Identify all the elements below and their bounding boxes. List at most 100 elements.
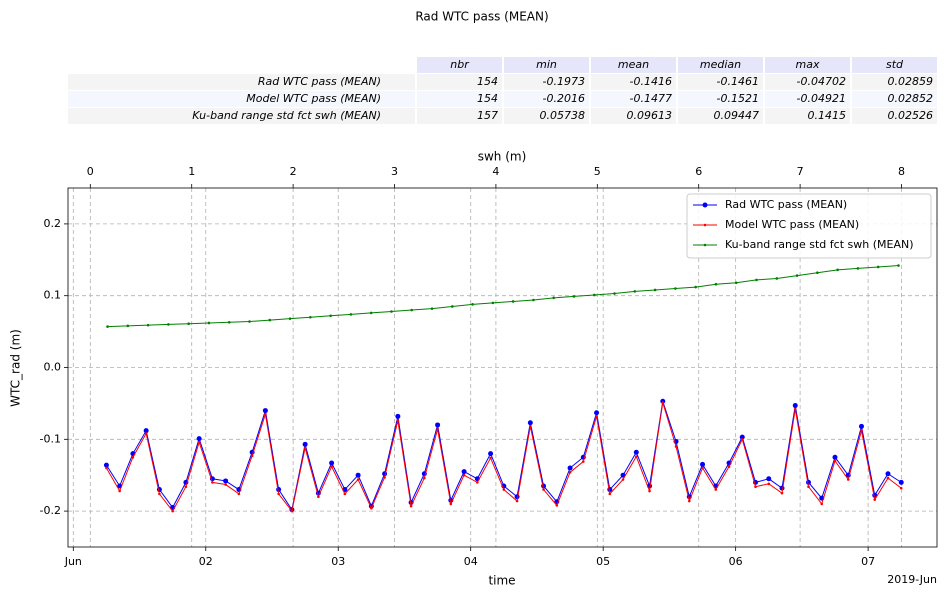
point (146, 323, 150, 327)
point (303, 446, 307, 450)
cell-value: -0.2016 (543, 92, 585, 105)
point (734, 281, 738, 285)
legend-label: Ku-band range std fct swh (MEAN) (725, 238, 914, 251)
column-header: median (700, 58, 741, 71)
point (395, 413, 401, 419)
point (820, 502, 824, 506)
point (633, 449, 639, 455)
cell (852, 91, 937, 107)
point (779, 485, 785, 491)
point (489, 456, 492, 460)
column-header: nbr (450, 58, 470, 71)
x2-tick-label: 3 (391, 165, 398, 178)
point (211, 481, 214, 484)
point (383, 476, 386, 479)
cell (678, 91, 763, 107)
point (144, 432, 148, 435)
x-tick-label: Jun (64, 555, 82, 568)
column-header: std (886, 58, 904, 71)
point (754, 485, 757, 488)
point (674, 287, 677, 290)
point (158, 492, 161, 496)
row-label: Rad WTC pass (MEAN) (258, 75, 381, 88)
cell (765, 74, 850, 90)
point (491, 301, 495, 305)
cell-value: 0.02526 (888, 109, 934, 122)
point (816, 271, 819, 275)
point (355, 472, 361, 478)
point (309, 315, 312, 319)
row-label: Ku-band range std fct swh (MEAN) (192, 109, 381, 122)
point (885, 471, 891, 477)
point (775, 277, 779, 280)
header-cell (765, 57, 850, 73)
point (105, 466, 108, 470)
row-label-cell (68, 74, 415, 90)
x-tick-label: 03 (331, 555, 345, 568)
point (330, 465, 333, 468)
x-offset-label: 2019-Jun (887, 573, 937, 586)
row-label-cell (68, 91, 415, 107)
point (613, 292, 616, 295)
cell (417, 74, 502, 90)
point (542, 488, 545, 491)
point (290, 509, 294, 513)
point (262, 408, 268, 414)
legend-label: Model WTC pass (MEAN) (725, 218, 859, 231)
point (451, 305, 454, 308)
cell (678, 108, 763, 124)
point (836, 268, 839, 272)
header-cell (678, 57, 763, 73)
legend-marker (703, 243, 707, 247)
y-tick-label: 0.2 (44, 217, 62, 230)
column-header: min (536, 58, 557, 71)
point (343, 492, 347, 496)
row-label: Model WTC pass (MEAN) (246, 92, 381, 105)
point (143, 428, 149, 434)
point (594, 410, 600, 416)
point (171, 509, 174, 513)
cell-value: 0.05738 (540, 109, 586, 122)
cell-value: 0.09447 (714, 109, 760, 122)
point (767, 482, 771, 486)
point (555, 504, 559, 507)
row-label-cell (68, 108, 415, 124)
point (886, 476, 890, 480)
y-tick-label: 0.1 (44, 289, 62, 302)
cell (417, 108, 502, 124)
point (356, 478, 360, 481)
cell-value: 0.09613 (627, 109, 673, 122)
point (106, 325, 109, 328)
point (833, 459, 837, 463)
point (435, 422, 441, 428)
cell (852, 108, 937, 124)
cell (678, 74, 763, 90)
point (687, 499, 691, 503)
point (196, 436, 202, 442)
x2-tick-label: 8 (898, 165, 905, 178)
point (237, 492, 241, 496)
point (529, 425, 532, 428)
point (701, 466, 704, 470)
point (532, 298, 535, 302)
point (832, 454, 838, 460)
x-axis-label: time (488, 574, 515, 588)
cell (417, 91, 502, 107)
point (277, 492, 280, 496)
point (766, 476, 772, 482)
point (634, 455, 638, 458)
point (197, 440, 201, 444)
header-cell (417, 57, 502, 73)
cell-value: 0.1415 (808, 109, 847, 122)
y-tick-label: 0.0 (44, 361, 62, 374)
column-header: mean (618, 58, 649, 71)
point (207, 321, 211, 325)
point (621, 478, 625, 481)
point (187, 322, 190, 326)
x2-tick-label: 7 (797, 165, 804, 178)
cell (591, 74, 676, 90)
point (608, 492, 612, 496)
x2-tick-label: 6 (695, 165, 702, 178)
column-header: max (796, 58, 820, 71)
cell (765, 91, 850, 107)
